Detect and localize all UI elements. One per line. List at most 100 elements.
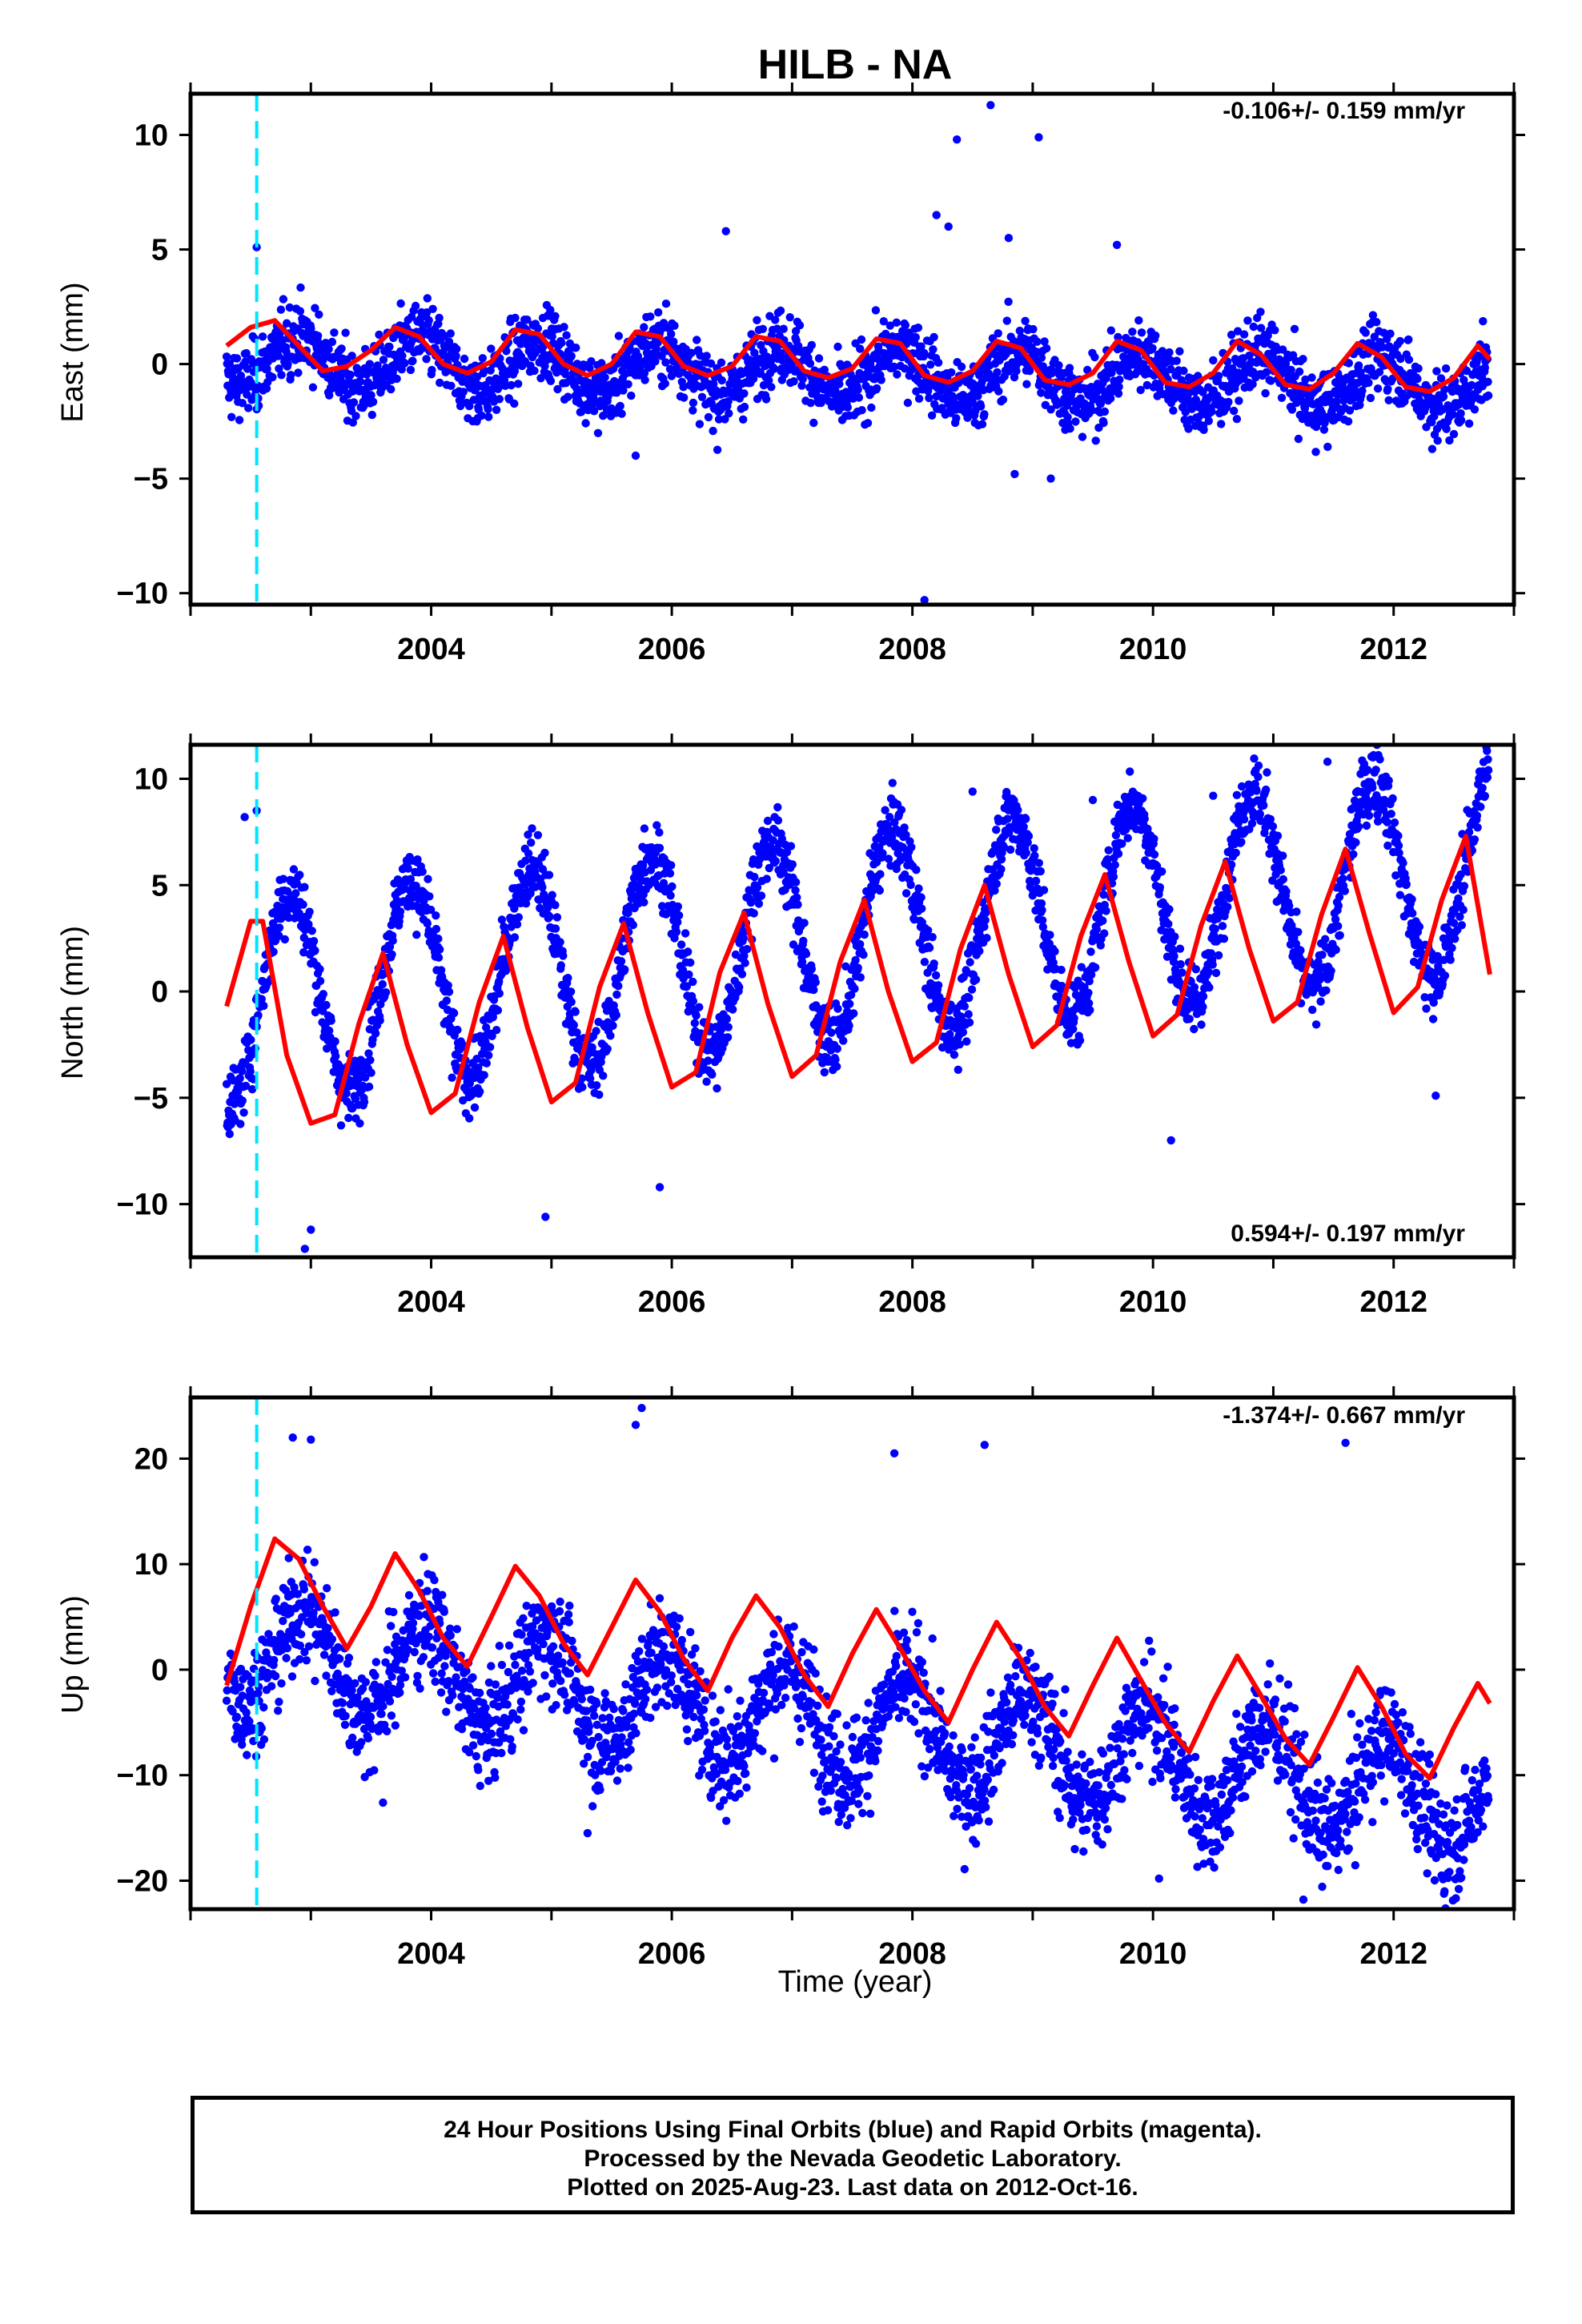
data-point bbox=[577, 1074, 586, 1083]
data-point bbox=[465, 1079, 474, 1088]
data-point bbox=[1111, 830, 1121, 840]
data-point bbox=[843, 403, 853, 412]
data-point bbox=[388, 936, 397, 945]
data-point bbox=[367, 410, 376, 420]
data-point bbox=[994, 329, 1002, 338]
data-point bbox=[947, 368, 956, 377]
data-point bbox=[917, 893, 926, 902]
data-point bbox=[952, 414, 961, 423]
data-point bbox=[330, 328, 339, 337]
data-point bbox=[1422, 423, 1431, 432]
data-point bbox=[805, 359, 815, 368]
data-point bbox=[729, 1005, 737, 1014]
data-point bbox=[434, 935, 443, 943]
data-point bbox=[845, 1021, 853, 1030]
data-point bbox=[355, 1119, 364, 1128]
data-point bbox=[920, 958, 930, 967]
data-point bbox=[1218, 922, 1227, 931]
data-point bbox=[488, 1031, 496, 1041]
data-point bbox=[750, 348, 759, 357]
data-point bbox=[315, 310, 323, 319]
data-point bbox=[379, 356, 388, 364]
data-point bbox=[724, 1023, 733, 1031]
data-point bbox=[1199, 388, 1207, 396]
data-point bbox=[967, 985, 977, 994]
data-point bbox=[1128, 328, 1137, 336]
data-point bbox=[342, 1089, 351, 1098]
data-point bbox=[1137, 328, 1146, 337]
data-point bbox=[246, 1067, 255, 1076]
data-point bbox=[739, 415, 748, 424]
data-point bbox=[756, 368, 765, 376]
data-point bbox=[856, 973, 865, 982]
data-point bbox=[540, 848, 549, 858]
data-point bbox=[1354, 361, 1363, 370]
data-point bbox=[782, 847, 792, 857]
data-point bbox=[368, 397, 378, 406]
data-point bbox=[1225, 894, 1234, 903]
data-point bbox=[833, 342, 842, 352]
data-point bbox=[749, 374, 758, 384]
data-point bbox=[1084, 999, 1094, 1008]
data-point bbox=[603, 1044, 612, 1054]
data-point bbox=[225, 1129, 234, 1139]
data-point bbox=[638, 861, 648, 870]
data-point bbox=[1181, 408, 1191, 416]
data-point bbox=[1250, 754, 1259, 763]
data-point bbox=[1184, 424, 1193, 433]
data-point bbox=[1103, 854, 1112, 864]
data-point bbox=[835, 380, 844, 388]
data-point bbox=[932, 392, 941, 401]
data-point bbox=[689, 406, 697, 415]
data-point bbox=[938, 404, 946, 412]
data-point bbox=[1249, 322, 1259, 332]
data-point bbox=[1287, 405, 1297, 414]
data-point bbox=[653, 338, 662, 348]
data-point bbox=[1037, 388, 1046, 397]
data-point bbox=[713, 1084, 721, 1093]
data-point bbox=[920, 348, 929, 358]
data-point bbox=[1375, 755, 1384, 764]
data-point bbox=[1294, 434, 1303, 444]
data-point bbox=[442, 996, 452, 1005]
data-point bbox=[1468, 380, 1476, 390]
data-point bbox=[238, 1067, 247, 1076]
data-point bbox=[739, 934, 748, 943]
data-point bbox=[616, 957, 626, 966]
data-point bbox=[446, 329, 455, 338]
data-point bbox=[1069, 1024, 1078, 1034]
data-point bbox=[695, 420, 705, 428]
data-point bbox=[1364, 378, 1373, 388]
data-point bbox=[1214, 951, 1223, 960]
data-point bbox=[1484, 391, 1493, 400]
data-point bbox=[1046, 931, 1054, 939]
data-point bbox=[1479, 316, 1488, 326]
data-point bbox=[965, 993, 974, 1003]
data-point bbox=[749, 855, 758, 864]
data-point bbox=[428, 304, 437, 313]
data-point bbox=[1323, 442, 1332, 452]
data-point bbox=[1470, 405, 1480, 414]
data-point bbox=[797, 958, 807, 967]
data-point bbox=[236, 1120, 245, 1128]
data-point bbox=[413, 855, 422, 864]
data-point bbox=[1361, 328, 1370, 337]
data-point bbox=[1023, 838, 1032, 847]
data-point bbox=[239, 1108, 248, 1117]
data-point bbox=[1235, 396, 1243, 405]
data-point bbox=[1354, 822, 1363, 831]
data-point bbox=[1248, 380, 1257, 388]
data-point bbox=[1351, 838, 1360, 847]
data-point bbox=[640, 824, 649, 833]
outlier-point bbox=[986, 101, 995, 110]
data-point bbox=[673, 902, 682, 911]
data-point bbox=[235, 416, 244, 424]
data-point bbox=[1302, 990, 1311, 999]
data-point bbox=[1448, 410, 1458, 419]
data-point bbox=[1384, 776, 1393, 785]
data-point bbox=[1372, 318, 1381, 327]
data-point bbox=[305, 907, 314, 916]
x-tick-label: 2004 bbox=[397, 633, 465, 666]
data-point bbox=[530, 366, 539, 376]
data-point bbox=[572, 344, 580, 352]
